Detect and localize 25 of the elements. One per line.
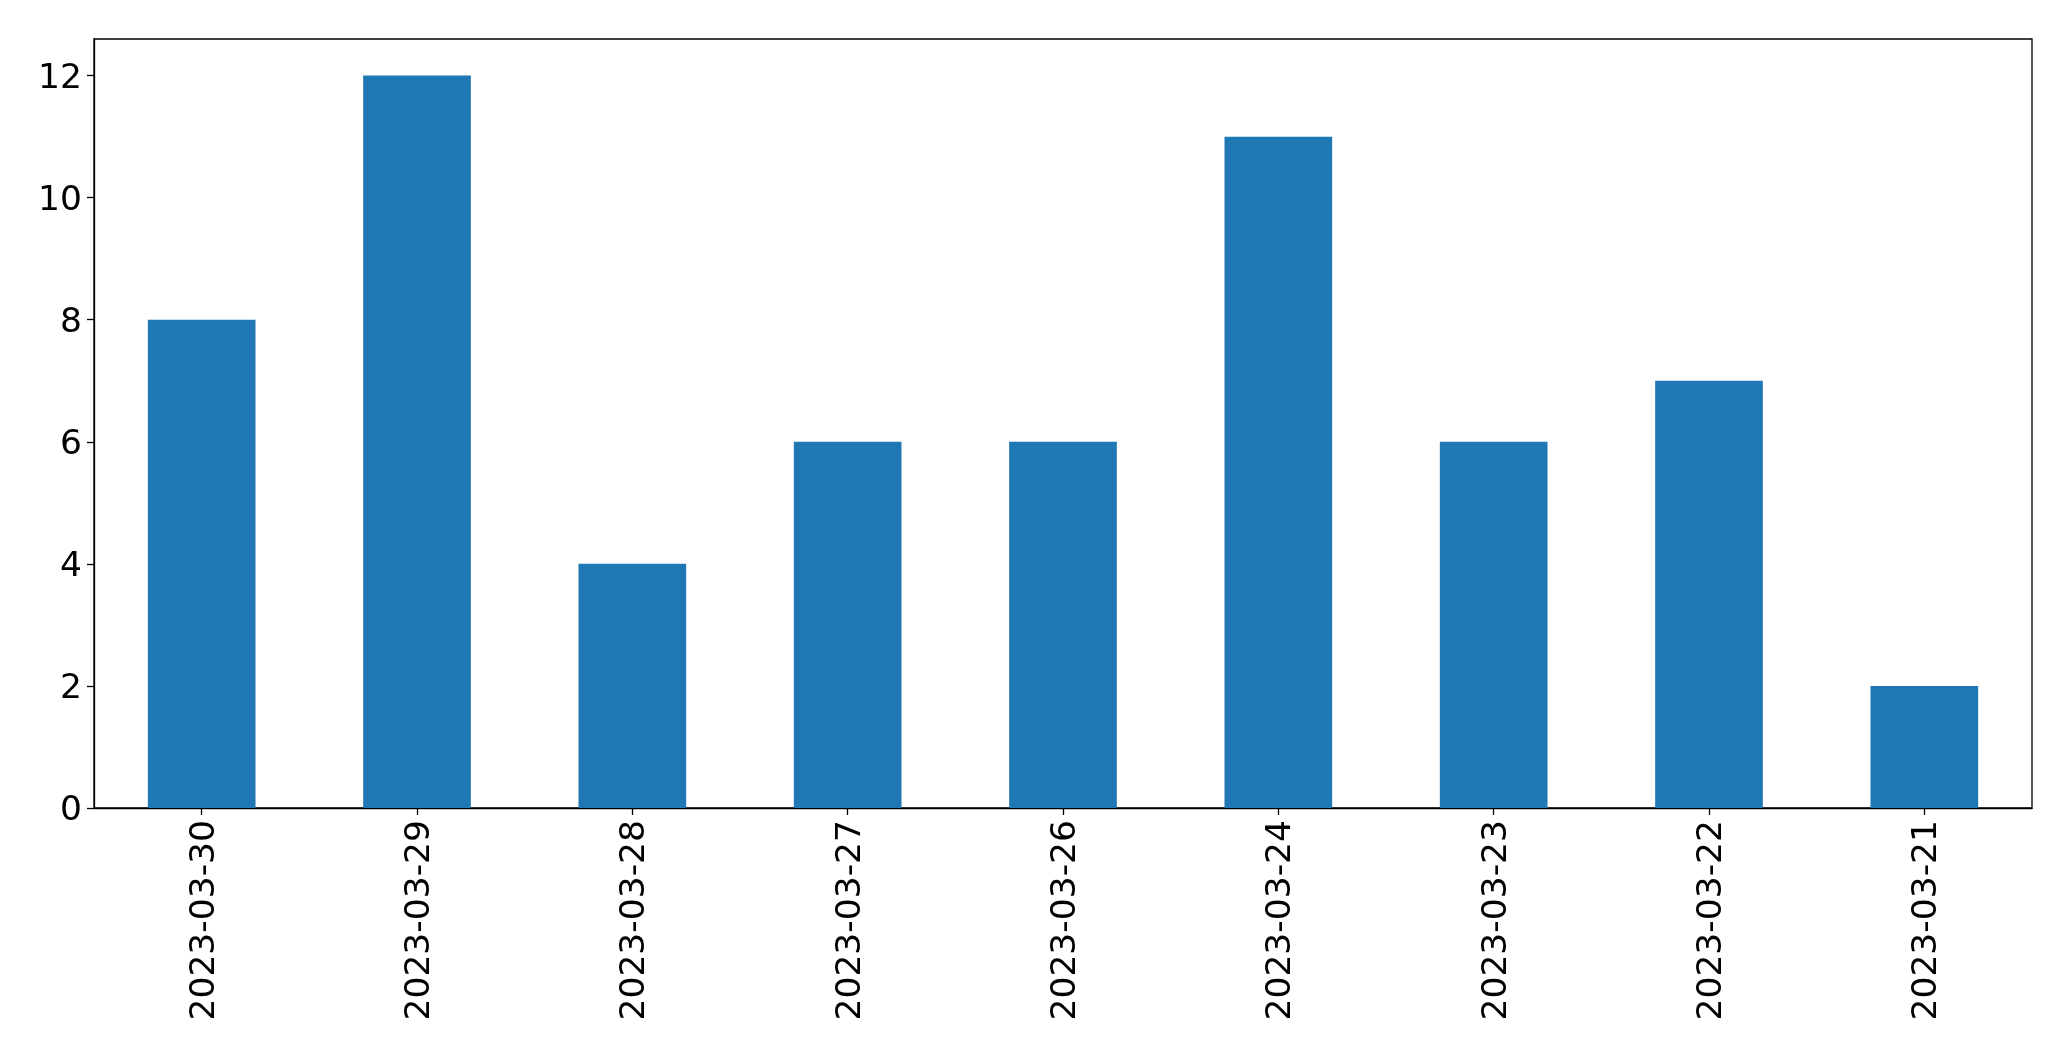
bar [793,441,902,808]
y-tick-label: 8 [60,299,82,340]
y-tick-label: 2 [60,665,82,706]
bar [1870,685,1979,808]
y-tick-label: 10 [38,177,82,218]
bar [1439,441,1548,808]
bar [578,563,687,808]
x-tick-label: 2023-03-29 [397,820,437,1021]
x-tick-label: 2023-03-23 [1473,820,1514,1021]
y-tick-label: 0 [60,788,82,828]
bar [363,75,471,808]
x-tick-label: 2023-03-28 [612,820,653,1021]
bar [1009,441,1117,808]
x-tick-label: 2023-03-30 [181,820,222,1021]
bar [1224,136,1333,808]
y-tick-label: 12 [38,55,82,96]
y-tick-label: 4 [60,543,82,584]
x-tick-label: 2023-03-22 [1689,820,1729,1021]
bar [1655,380,1763,808]
x-tick-label: 2023-03-21 [1904,820,1945,1021]
x-tick-label: 2023-03-24 [1258,820,1299,1021]
x-tick-label: 2023-03-26 [1043,820,1083,1021]
x-tick-label: 2023-03-27 [827,820,868,1021]
bar [147,319,256,808]
y-tick-label: 6 [60,421,82,462]
